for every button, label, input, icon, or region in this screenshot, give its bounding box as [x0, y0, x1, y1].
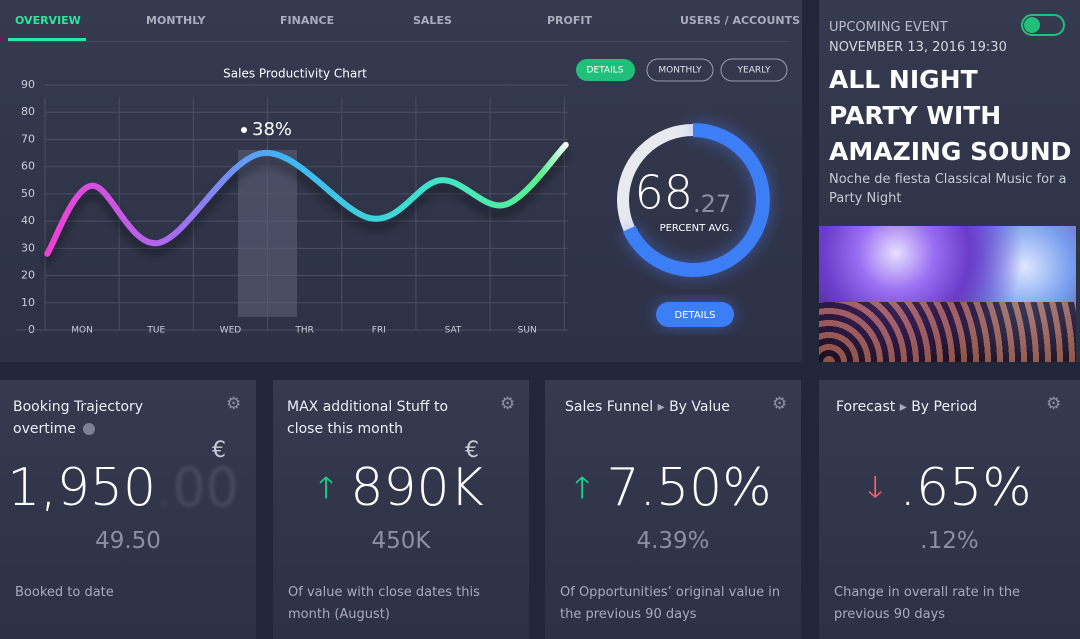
- chart-title: Sales Productivity Chart: [223, 67, 367, 81]
- value: 1,950: [7, 458, 157, 518]
- button-label[interactable]: MONTHLY: [658, 66, 702, 76]
- title: Forecast: [836, 399, 896, 415]
- card-value: 1,950.00: [0, 458, 256, 518]
- event-title: ALL NIGHT PARTY WITH AMAZING SOUND: [829, 65, 1072, 166]
- tab-divider: [8, 41, 788, 42]
- annotation-dot: [241, 127, 247, 133]
- x-tick-label: MON: [71, 326, 93, 336]
- card: Forecast ▸ By Period 🡓 .65% .12% Change …: [819, 380, 1080, 639]
- y-tick-label: 90: [21, 78, 35, 91]
- gauge-decimal: .27: [693, 190, 731, 218]
- x-tick-label: WED: [220, 326, 242, 336]
- series-line: [44, 141, 569, 257]
- subtitle: By Period: [911, 399, 978, 415]
- title: Sales Funnel: [565, 399, 654, 415]
- y-tick-label: 10: [21, 296, 35, 309]
- card-value: 🡓 .65%: [819, 458, 1080, 518]
- gear-icon[interactable]: ⚙: [772, 394, 788, 414]
- button-label[interactable]: DETAILS: [587, 66, 624, 76]
- card-note: Booked to date: [15, 585, 114, 600]
- gauge-integer: 68: [634, 166, 693, 220]
- details-button[interactable]: [576, 59, 635, 81]
- gauge-label: PERCENT AVG.: [660, 223, 733, 234]
- currency: €: [212, 438, 226, 463]
- subtitle: By Value: [669, 399, 730, 415]
- card-value: 🡑 890K: [273, 458, 529, 518]
- x-tick-label: FRI: [372, 326, 386, 336]
- gear-icon[interactable]: ⚙: [1046, 394, 1062, 414]
- toggle-knob: [1024, 17, 1040, 33]
- gear-icon[interactable]: ⚙: [226, 394, 242, 414]
- value: .65%: [899, 458, 1032, 518]
- card-title: Booking Trajectory overtime: [13, 399, 144, 437]
- axes: 0102030405060708090MONTUEWEDTHRFRISATSUN: [16, 78, 568, 336]
- chevron: ▸: [899, 399, 907, 415]
- decimal: .00: [156, 458, 239, 518]
- y-tick-label: 50: [21, 187, 35, 200]
- y-tick-label: 60: [21, 160, 35, 173]
- tab[interactable]: FINANCE: [280, 14, 335, 27]
- card-sub: .12%: [920, 528, 979, 554]
- currency: €: [465, 438, 479, 463]
- x-tick-label: THR: [294, 326, 314, 336]
- y-tick-label: 40: [21, 214, 35, 227]
- chevron: ▸: [657, 399, 665, 415]
- info-icon: [83, 423, 95, 435]
- value: 7.50%: [606, 458, 772, 518]
- y-tick-label: 30: [21, 241, 35, 254]
- y-tick-label: 80: [21, 105, 35, 118]
- card-sub: 450K: [371, 528, 431, 554]
- card-value: 🡑 7.50%: [545, 458, 801, 518]
- card-note: Of value with close dates this month (Au…: [288, 585, 480, 622]
- tab[interactable]: PROFIT: [547, 14, 592, 27]
- tab[interactable]: OVERVIEW: [15, 14, 81, 27]
- x-tick-label: TUE: [146, 326, 165, 336]
- button-label[interactable]: YEARLY: [737, 66, 771, 76]
- monthly-button[interactable]: [646, 58, 714, 82]
- event-image: [819, 226, 1076, 362]
- event-description: Noche de fiesta Classical Music for a Pa…: [829, 172, 1067, 206]
- up-arrow: 🡑: [318, 470, 334, 506]
- up-arrow: 🡑: [574, 470, 590, 506]
- overview-panel: OVERVIEW MONTHLY FINANCE SALES PROFIT US…: [0, 0, 802, 362]
- y-tick-label: 70: [21, 132, 35, 145]
- yearly-button[interactable]: [720, 58, 788, 82]
- crowd: [819, 302, 1076, 362]
- gauge-arc: [622, 123, 770, 277]
- toggle[interactable]: [1021, 14, 1065, 36]
- gauge-button[interactable]: [656, 302, 734, 327]
- event-panel: UPCOMING EVENT NOVEMBER 13, 2016 19:30 A…: [819, 0, 1080, 362]
- card-title: Forecast ▸ By Period: [836, 396, 1036, 418]
- y-tick-label: 20: [21, 269, 35, 282]
- highlight-column: [238, 150, 297, 317]
- card: MAX additional Stuff to close this month…: [273, 380, 529, 639]
- event-date: NOVEMBER 13, 2016 19:30: [829, 40, 1007, 55]
- card-note: Change in overall rate in the previous 9…: [834, 585, 1021, 622]
- card-title: Sales Funnel ▸ By Value: [565, 396, 765, 418]
- event-kicker: UPCOMING EVENT: [829, 20, 948, 35]
- x-tick-label: SUN: [518, 326, 537, 336]
- tab[interactable]: MONTHLY: [146, 14, 206, 27]
- tab[interactable]: USERS / ACCOUNTS: [680, 14, 801, 27]
- card-title: MAX additional Stuff to close this month: [287, 399, 449, 437]
- card: Booking Trajectory overtime € 1,950.00 4…: [0, 380, 256, 639]
- annotation: 38%: [252, 119, 292, 140]
- x-tick-label: SAT: [445, 326, 462, 336]
- card-sub: 4.39%: [636, 528, 710, 554]
- button-label[interactable]: DETAILS: [674, 310, 715, 321]
- tab-underline: [8, 38, 86, 41]
- chart: 0102030405060708090MONTUEWEDTHRFRISATSUN…: [16, 58, 788, 336]
- down-arrow: 🡓: [867, 470, 883, 506]
- tab[interactable]: SALES: [413, 14, 452, 27]
- card: Sales Funnel ▸ By Value 🡑 7.50% 4.39% Of…: [545, 380, 801, 639]
- value: 890K: [350, 458, 484, 518]
- card-note: Of Opportunities’ original value in the …: [560, 585, 781, 622]
- gear-icon[interactable]: ⚙: [500, 394, 516, 414]
- card-sub: 49.50: [95, 528, 161, 554]
